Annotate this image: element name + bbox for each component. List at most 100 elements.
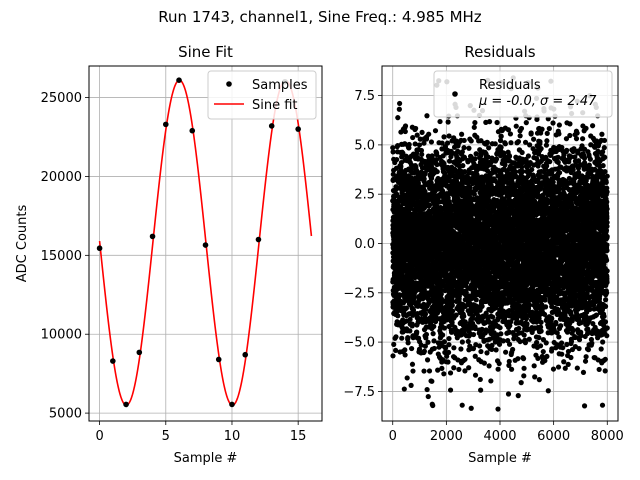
residual-point <box>431 345 437 352</box>
residual-point <box>426 131 432 137</box>
residual-point <box>471 124 477 130</box>
residual-point <box>456 293 462 299</box>
residual-point <box>390 149 396 155</box>
residual-point <box>412 141 418 147</box>
residual-point <box>421 368 427 374</box>
residual-point <box>472 372 479 378</box>
residual-point <box>413 125 419 132</box>
residual-point <box>462 368 468 374</box>
residual-point <box>461 137 467 144</box>
residual-point <box>417 136 423 142</box>
residual-point <box>470 346 477 352</box>
residual-point <box>449 302 455 308</box>
residual-point <box>493 156 500 162</box>
residual-point <box>495 406 501 412</box>
residual-point <box>493 347 499 353</box>
residual-point <box>418 342 424 348</box>
residual-point <box>470 313 476 319</box>
residual-point <box>521 373 527 379</box>
legend-samples-label: Samples <box>252 78 308 93</box>
residual-point <box>481 360 487 366</box>
residual-point <box>410 368 416 374</box>
residual-point <box>439 188 446 194</box>
residual-point <box>408 162 415 168</box>
sine-fit-sample-point <box>255 236 262 243</box>
residual-point <box>458 346 464 352</box>
residual-point <box>453 312 459 318</box>
residual-point <box>462 169 468 175</box>
residual-point <box>445 349 452 355</box>
residual-point <box>519 149 525 156</box>
residual-point <box>411 295 417 301</box>
residual-point <box>402 352 408 358</box>
residual-point <box>446 158 453 164</box>
residual-point <box>441 134 447 140</box>
sine-fit-sample-point <box>242 351 249 358</box>
residual-point <box>463 290 469 296</box>
residual-point <box>472 353 478 359</box>
residual-point <box>520 168 526 175</box>
sine-fit-xlabel: Sample # <box>174 451 238 466</box>
sine-fit-sample-point <box>215 356 222 363</box>
residual-point <box>404 375 410 381</box>
sine-fit-sample-point <box>295 126 301 132</box>
residual-point <box>442 345 449 351</box>
residual-point <box>416 142 423 148</box>
residual-point <box>479 303 485 309</box>
residual-point <box>462 356 468 362</box>
sine-fit-sample-point <box>176 77 182 83</box>
residual-point <box>431 323 437 330</box>
residual-point <box>441 371 447 377</box>
residual-point <box>432 128 439 134</box>
residual-point <box>507 131 514 137</box>
residual-point <box>471 191 477 197</box>
residual-point <box>518 125 525 132</box>
sine-fit-panel: Sine Fit 0 5 10 15 500010000150002000025000… <box>15 43 323 466</box>
residual-point <box>428 139 435 145</box>
residual-point <box>510 346 516 353</box>
residual-point <box>515 139 522 145</box>
residual-point <box>441 325 448 331</box>
residual-point <box>439 365 445 371</box>
residual-point <box>518 380 524 386</box>
residual-point <box>468 138 474 144</box>
sine-fit-sample-point <box>229 401 235 408</box>
residual-point <box>503 349 509 355</box>
sine-fit-sample-point <box>162 121 169 128</box>
residual-point <box>391 341 397 348</box>
residual-point <box>521 365 527 371</box>
sine-fit-sample-point <box>149 233 156 240</box>
residual-point <box>497 325 503 331</box>
residual-point <box>451 365 457 371</box>
sine-fit-sample-point <box>96 245 103 252</box>
residual-point <box>492 141 498 147</box>
residual-point <box>406 141 412 148</box>
residual-point <box>459 402 465 408</box>
residuals-scatter <box>390 75 610 412</box>
residual-point <box>486 145 492 151</box>
residual-point <box>449 308 456 314</box>
residual-point <box>414 132 420 138</box>
sine-fit-title: Sine Fit <box>178 43 233 61</box>
residual-point <box>466 365 472 371</box>
residual-point <box>446 335 452 342</box>
residual-point <box>390 171 396 177</box>
residual-point <box>445 359 451 365</box>
residual-point <box>521 332 527 338</box>
residual-point <box>410 307 417 314</box>
residual-point <box>397 100 403 107</box>
residual-point <box>402 128 408 135</box>
residual-point <box>423 331 430 338</box>
residual-point <box>466 145 472 151</box>
residual-point <box>407 328 413 334</box>
residual-point <box>446 133 452 139</box>
residual-point <box>484 139 490 146</box>
residual-point <box>488 378 494 384</box>
residual-point <box>496 360 502 367</box>
residual-point <box>434 161 440 168</box>
residual-point <box>459 339 465 345</box>
residual-point <box>479 326 485 332</box>
residual-point <box>477 376 483 383</box>
residual-point <box>425 393 431 400</box>
